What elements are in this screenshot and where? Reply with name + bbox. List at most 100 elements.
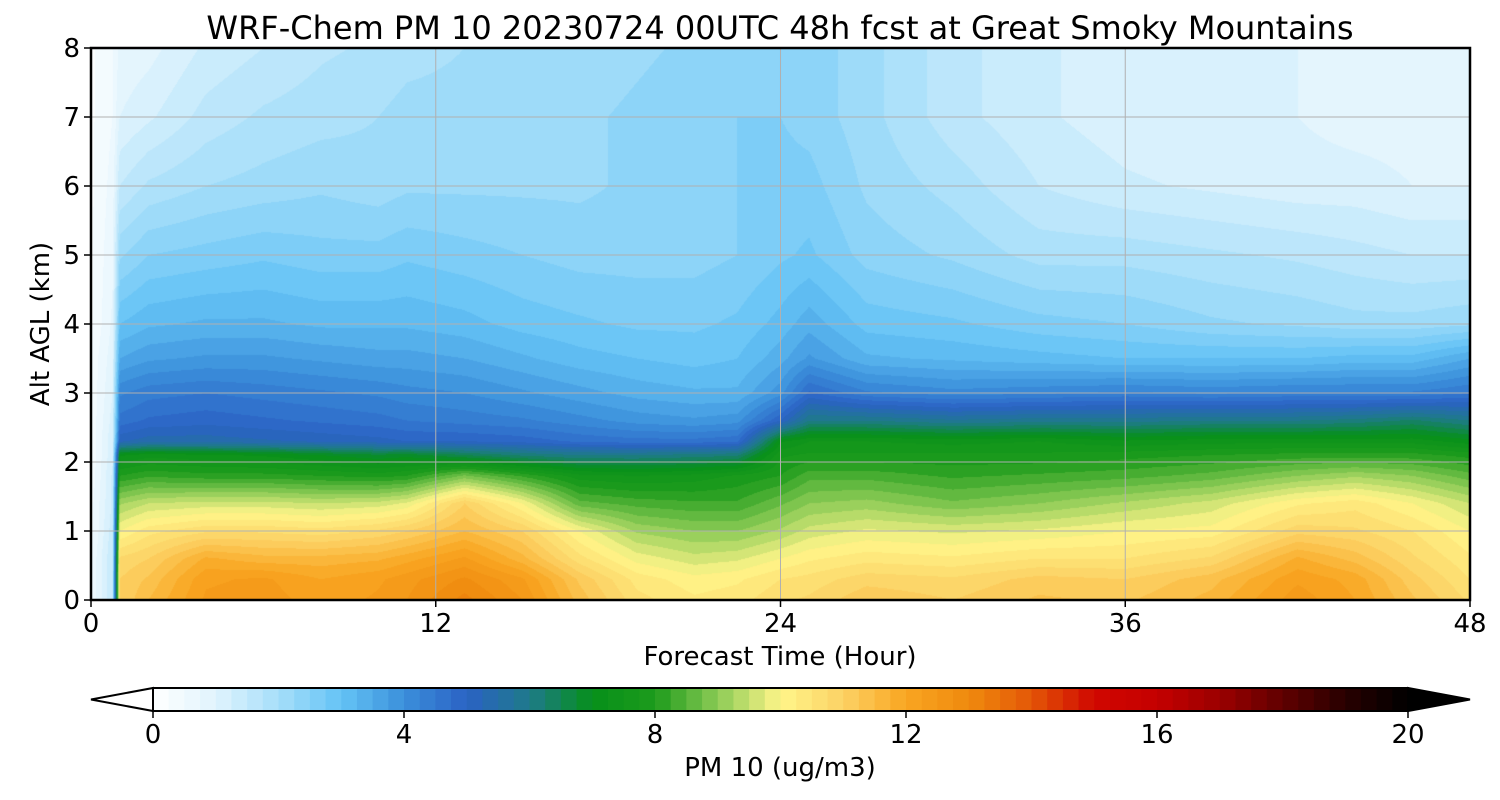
colorbar-swatch bbox=[607, 688, 625, 711]
colorbar-swatch bbox=[1109, 688, 1127, 711]
colorbar-swatch bbox=[1000, 688, 1017, 711]
y-tick-label: 4 bbox=[63, 310, 80, 340]
colorbar-swatch bbox=[1235, 688, 1252, 711]
colorbar-swatch bbox=[1266, 688, 1284, 711]
x-axis: 0 12 24 36 48 bbox=[83, 600, 1487, 639]
colorbar-swatch bbox=[968, 688, 986, 711]
x-tick-label: 0 bbox=[83, 609, 100, 639]
colorbar-swatch bbox=[1360, 688, 1378, 711]
colorbar-swatch bbox=[168, 688, 185, 711]
colorbar-frame bbox=[152, 687, 1409, 712]
colorbar-swatch bbox=[529, 688, 546, 711]
colorbar-swatches bbox=[153, 688, 1409, 711]
x-tick-label: 24 bbox=[764, 609, 797, 639]
colorbar-swatch bbox=[764, 688, 782, 711]
colorbar-swatch bbox=[1157, 688, 1174, 711]
colorbar-swatch bbox=[1031, 688, 1048, 711]
colorbar-swatch bbox=[906, 688, 923, 711]
colorbar-swatch bbox=[309, 688, 327, 711]
colorbar-label: PM 10 (ug/m3) bbox=[684, 753, 876, 783]
colorbar-swatch bbox=[874, 688, 891, 711]
colorbar-swatch bbox=[388, 688, 405, 711]
colorbar-swatch bbox=[1078, 688, 1095, 711]
colorbar-swatch bbox=[545, 688, 562, 711]
colorbar-swatch bbox=[153, 688, 170, 711]
colorbar-swatch bbox=[1141, 688, 1158, 711]
colorbar-swatch bbox=[404, 688, 421, 711]
chart-title: WRF-Chem PM 10 20230724 00UTC 48h fcst a… bbox=[206, 9, 1353, 47]
colorbar-swatch bbox=[1219, 688, 1237, 711]
y-tick-label: 6 bbox=[63, 172, 80, 202]
colorbar-tick-label: 20 bbox=[1391, 720, 1424, 750]
colorbar-swatch bbox=[639, 688, 656, 711]
colorbar-tick-label: 0 bbox=[145, 720, 162, 750]
y-tick-label: 2 bbox=[63, 448, 80, 478]
colorbar-tick-label: 16 bbox=[1140, 720, 1173, 750]
colorbar-swatch bbox=[200, 688, 217, 711]
colorbar-swatch bbox=[482, 688, 499, 711]
colorbar-swatch bbox=[576, 688, 593, 711]
x-axis-label: Forecast Time (Hour) bbox=[643, 642, 916, 672]
colorbar-min-extension bbox=[90, 686, 154, 713]
colorbar-max-extension bbox=[1407, 686, 1471, 713]
x-tick-label: 12 bbox=[419, 609, 452, 639]
colorbar-swatch bbox=[592, 688, 609, 711]
y-tick-label: 0 bbox=[63, 586, 80, 616]
colorbar-swatch bbox=[811, 688, 829, 711]
colorbar-swatch bbox=[1125, 688, 1142, 711]
colorbar-swatch bbox=[560, 688, 578, 711]
y-tick-label: 3 bbox=[63, 379, 80, 409]
colorbar-swatch bbox=[780, 688, 797, 711]
y-tick-label: 7 bbox=[63, 103, 80, 133]
x-tick-label: 36 bbox=[1109, 609, 1142, 639]
colorbar-swatch bbox=[184, 688, 201, 711]
colorbar-swatch bbox=[843, 688, 860, 711]
colorbar-swatch bbox=[858, 688, 876, 711]
colorbar-swatch bbox=[498, 688, 515, 711]
grid-lines bbox=[91, 48, 1470, 600]
colorbar-swatch bbox=[1015, 688, 1033, 711]
colorbar-swatch bbox=[262, 688, 280, 711]
colorbar-swatch bbox=[670, 688, 687, 711]
colorbar-swatch bbox=[937, 688, 954, 711]
colorbar-swatch bbox=[435, 688, 452, 711]
colorbar-swatch bbox=[1251, 688, 1268, 711]
y-tick-label: 1 bbox=[63, 517, 80, 547]
colorbar-swatch bbox=[1298, 688, 1315, 711]
colorbar-swatch bbox=[372, 688, 389, 711]
colorbar-swatch bbox=[733, 688, 750, 711]
colorbar-swatch bbox=[1329, 688, 1346, 711]
y-axis: 0 1 2 3 4 5 6 7 8 bbox=[63, 34, 91, 616]
colorbar-swatch bbox=[341, 688, 358, 711]
colorbar-swatch bbox=[325, 688, 342, 711]
colorbar-swatch bbox=[686, 688, 703, 711]
colorbar-swatch bbox=[921, 688, 938, 711]
colorbar-swatch bbox=[294, 688, 311, 711]
colorbar-swatch bbox=[1376, 688, 1393, 711]
colorbar-swatch bbox=[231, 688, 248, 711]
colorbar-swatch bbox=[984, 688, 1001, 711]
colorbar-tick-label: 8 bbox=[647, 720, 664, 750]
colorbar-swatch bbox=[513, 688, 531, 711]
plot-area bbox=[91, 48, 1470, 600]
colorbar-swatch bbox=[1282, 688, 1299, 711]
colorbar-swatch bbox=[1392, 688, 1409, 711]
colorbar-swatch bbox=[451, 688, 468, 711]
colorbar-swatch bbox=[749, 688, 766, 711]
colorbar-swatch bbox=[717, 688, 735, 711]
colorbar-swatch bbox=[890, 688, 907, 711]
colorbar-swatch bbox=[1313, 688, 1331, 711]
y-tick-label: 8 bbox=[63, 34, 80, 64]
y-tick-label: 5 bbox=[63, 241, 80, 271]
colorbar-ticks: 0 4 8 12 16 20 bbox=[145, 711, 1425, 750]
colorbar-tick-label: 12 bbox=[889, 720, 922, 750]
colorbar-swatch bbox=[1204, 688, 1221, 711]
colorbar-swatch bbox=[215, 688, 233, 711]
colorbar-swatch bbox=[1188, 688, 1205, 711]
colorbar-swatch bbox=[356, 688, 374, 711]
colorbar-swatch bbox=[1345, 688, 1362, 711]
x-tick-label: 48 bbox=[1453, 609, 1486, 639]
colorbar-swatch bbox=[1062, 688, 1080, 711]
colorbar-swatch bbox=[623, 688, 640, 711]
